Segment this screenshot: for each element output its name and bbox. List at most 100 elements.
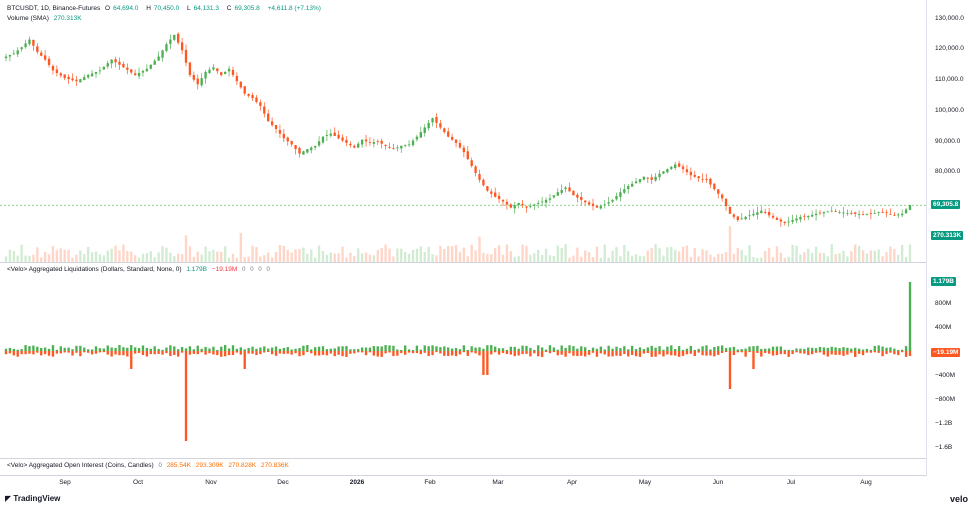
candle-body (850, 213, 853, 214)
volume-bar (599, 257, 603, 262)
liq-short-bar (568, 351, 571, 354)
volume-bar (251, 245, 254, 262)
liquidations-pane[interactable] (0, 262, 926, 459)
liq-long-bar (415, 345, 419, 351)
liq-long-bar (267, 348, 270, 351)
candle-body (439, 123, 442, 128)
liq-short-bar (403, 351, 407, 355)
liq-short-bar (494, 351, 497, 353)
liq-short-bar (717, 351, 720, 355)
liq-short-bar (259, 351, 262, 355)
candle-body (775, 217, 779, 220)
volume-bar (220, 251, 223, 262)
liq-long-bar (611, 348, 614, 351)
candle-body (294, 145, 297, 150)
liq-short-bar (865, 351, 869, 353)
volume-bar (736, 247, 739, 262)
liq-long-bar (634, 349, 638, 351)
liq-short-bar (212, 351, 215, 355)
tradingview-logo[interactable]: ◤ TradingView (5, 494, 61, 503)
candle-body (443, 128, 446, 133)
liq-long-bar (685, 348, 689, 351)
open-interest-pane[interactable] (0, 458, 926, 476)
candle-body (521, 203, 524, 206)
candle-body (642, 176, 646, 180)
candle-body (396, 147, 399, 149)
volume-bar (235, 257, 239, 262)
candle-body (576, 194, 579, 198)
liq-short-bar (137, 351, 141, 353)
liq-long-bar (548, 345, 552, 351)
volume-bar (720, 253, 724, 262)
candle-body (713, 183, 716, 190)
candle-body (885, 212, 888, 214)
high-label: H 70,450.0 (146, 5, 180, 12)
candle-body (110, 59, 113, 64)
liq-short-bar (670, 351, 673, 356)
liq-long-bar (290, 349, 293, 351)
volume-bar (509, 251, 513, 262)
price-axis[interactable] (926, 0, 975, 476)
volume-bar (317, 245, 321, 262)
volume-bar (435, 255, 438, 262)
volume-bar (486, 254, 489, 262)
liq-short-bar (525, 351, 528, 354)
candle-body (834, 211, 837, 212)
tradingview-logo-icon: ◤ (5, 494, 12, 503)
volume-tag: 270.313K (931, 231, 964, 240)
liq-short-bar (627, 351, 630, 357)
liq-long-bar (705, 345, 708, 351)
liq-long-bar (8, 347, 12, 351)
liq-short-bar (701, 351, 704, 356)
liq-long-bar (349, 349, 352, 351)
candle-body (353, 145, 356, 148)
liq-long-bar (87, 349, 90, 351)
candle-body (122, 63, 125, 68)
candle-body (736, 216, 739, 220)
liq-long-bar (137, 348, 141, 351)
liq-short-bar (842, 351, 845, 356)
liq-long-bar (670, 345, 673, 351)
candle-body (75, 79, 78, 82)
candle-body (188, 62, 192, 76)
volume-bar (615, 247, 618, 262)
volume-bar (8, 249, 12, 262)
liq-long-bar (239, 347, 242, 351)
volume-bar (4, 256, 8, 262)
candle-body (310, 147, 313, 151)
volume-bar (834, 254, 837, 262)
volume-bar (861, 250, 865, 262)
price-pane[interactable] (0, 0, 926, 263)
liq-long-bar (537, 345, 540, 351)
liq-long-bar (540, 347, 544, 351)
liq-long-bar (697, 348, 700, 351)
volume-bar (415, 248, 419, 262)
candle-body (333, 132, 336, 136)
candle-body (106, 63, 109, 67)
liq-long-bar (466, 349, 469, 351)
liq-short-bar (423, 351, 426, 353)
liq-long-bar (169, 345, 172, 351)
liq-short-bar (83, 351, 86, 353)
volume-bar (353, 255, 356, 262)
liq-long-bar (59, 346, 62, 351)
liq-short-bar (904, 351, 908, 357)
liq-short-bar (384, 351, 387, 354)
liq-short-bar (235, 351, 239, 353)
candle-body (611, 199, 614, 202)
volume-bar (850, 251, 853, 262)
liq-short-bar (419, 351, 422, 355)
volume-bar (302, 247, 305, 262)
liq-short-bar (650, 351, 653, 357)
oi-value-3: 270.828K (228, 462, 257, 469)
liq-long-bar (306, 345, 309, 351)
candle-body (599, 206, 603, 209)
candle-body (830, 210, 833, 212)
candle-body (16, 50, 19, 55)
liq-long-bar (814, 348, 818, 351)
volume-bar (223, 246, 227, 262)
volume-bar (28, 255, 31, 262)
volume-bar (149, 251, 152, 262)
candle-body (177, 33, 180, 43)
